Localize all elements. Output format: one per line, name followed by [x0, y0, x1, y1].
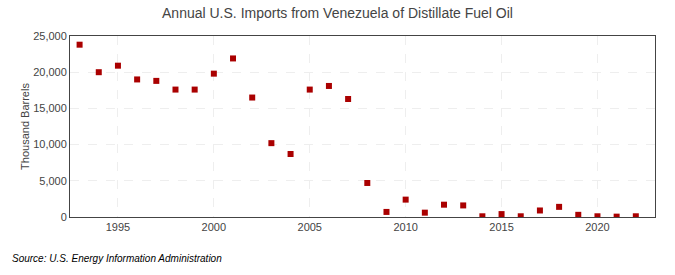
svg-text:5,000: 5,000 — [39, 175, 67, 187]
svg-text:Annual U.S. Imports from Venez: Annual U.S. Imports from Venezuela of Di… — [162, 5, 513, 21]
svg-text:25,000: 25,000 — [33, 30, 67, 42]
svg-text:1995: 1995 — [106, 221, 130, 233]
svg-text:2005: 2005 — [298, 221, 322, 233]
svg-text:2010: 2010 — [393, 221, 417, 233]
svg-text:2015: 2015 — [489, 221, 513, 233]
svg-text:Source: U.S. Energy Informatio: Source: U.S. Energy Information Administ… — [12, 253, 222, 264]
svg-text:2000: 2000 — [202, 221, 226, 233]
svg-text:Thousand Barrels: Thousand Barrels — [19, 83, 31, 170]
svg-text:15,000: 15,000 — [33, 102, 67, 114]
svg-text:2020: 2020 — [585, 221, 609, 233]
svg-text:0: 0 — [61, 211, 67, 223]
svg-text:10,000: 10,000 — [33, 138, 67, 150]
svg-text:20,000: 20,000 — [33, 66, 67, 78]
